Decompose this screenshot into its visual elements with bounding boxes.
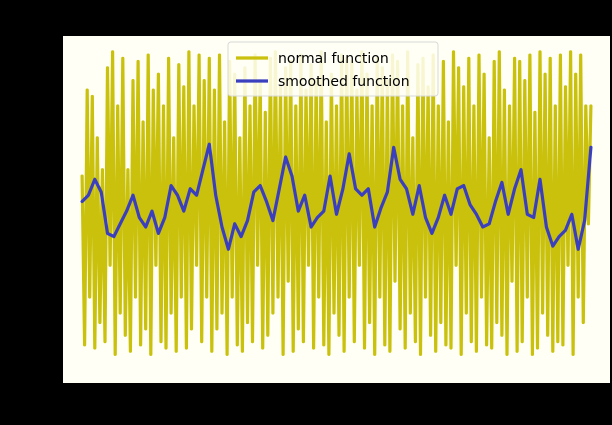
y-tick-label: 0.2: [33, 131, 55, 147]
y-axis: −0.4 −0.2 0.0 0.2 0.4: [21, 67, 63, 338]
series-layer: [80, 50, 593, 356]
legend: normal function smoothed function: [227, 41, 439, 97]
legend-label: smoothed function: [278, 74, 410, 90]
x-tick-label: 20: [582, 396, 600, 412]
legend-box: [227, 41, 439, 97]
x-tick-label: −15: [131, 396, 161, 412]
x-tick-label: −10: [195, 396, 225, 412]
y-tick-label: −0.4: [21, 322, 55, 338]
x-tick-label: −20: [67, 396, 97, 412]
y-tick-label: 0.0: [33, 195, 55, 211]
x-tick-label: 0: [332, 396, 341, 412]
series-line-smoothed-function: [80, 142, 593, 251]
x-axis: −20 −15 −10 −5 0 5 10 15 20: [67, 383, 600, 412]
y-tick-label: 0.4: [33, 67, 55, 83]
x-tick-label: −5: [263, 396, 284, 412]
y-tick-label: −0.2: [21, 258, 55, 274]
x-tick-label: 15: [518, 396, 536, 412]
series-line-normal-function: [80, 50, 593, 356]
legend-label: normal function: [278, 51, 389, 67]
chart-title: Smoothing algorithm lfilter: [229, 11, 445, 30]
x-tick-label: 5: [396, 396, 405, 412]
x-tick-label: 10: [455, 396, 473, 412]
